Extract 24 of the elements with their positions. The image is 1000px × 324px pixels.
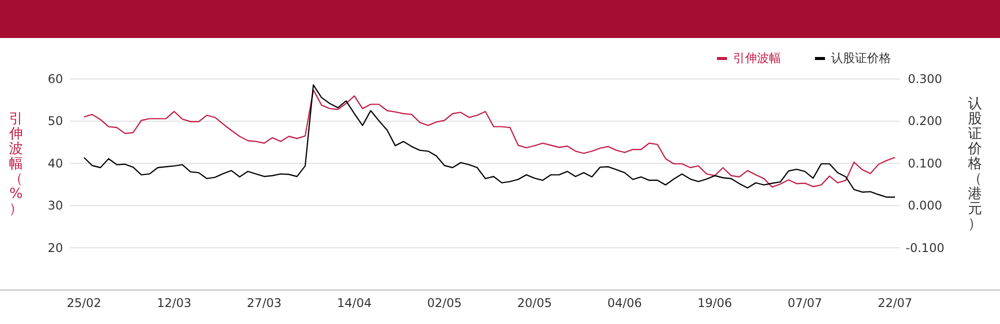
x-tick-label: 25/02: [66, 296, 102, 310]
y-tick-label: 20: [48, 240, 63, 255]
x-tick-label: 12/03: [156, 296, 192, 310]
y-axis-title: 引伸波幅（%）: [8, 111, 23, 217]
x-tick-label: 02/05: [427, 296, 462, 310]
y2-tick-label: -0.100: [906, 240, 944, 255]
y-tick-label: 30: [48, 198, 63, 213]
x-tick-label: 14/04: [337, 296, 372, 310]
legend-label: 引伸波幅: [733, 51, 781, 65]
x-tick-label: 27/03: [246, 296, 282, 310]
y-tick-label: 40: [48, 156, 63, 170]
x-tick-label: 19/06: [697, 296, 732, 310]
y2-tick-label: 0.200: [908, 114, 942, 128]
x-tick-label: 20/05: [517, 296, 552, 310]
y-tick-label: 60: [48, 72, 63, 86]
y2-tick-label: 0.100: [908, 156, 942, 170]
y2-tick-label: 0.300: [908, 72, 942, 86]
y2-tick-label: 0.000: [908, 198, 942, 213]
text: 认股证价格（港元）: [968, 96, 982, 232]
x-tick-label: 04/06: [607, 296, 642, 310]
legend-label: 认股证价格: [831, 51, 891, 65]
x-tick-label: 22/07: [878, 296, 912, 310]
x-tick-label: 07/07: [788, 296, 822, 310]
y-tick-label: 50: [48, 114, 63, 128]
